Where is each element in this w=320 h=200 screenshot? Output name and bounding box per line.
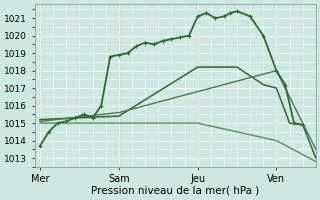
X-axis label: Pression niveau de la mer( hPa ): Pression niveau de la mer( hPa ) (91, 186, 260, 196)
